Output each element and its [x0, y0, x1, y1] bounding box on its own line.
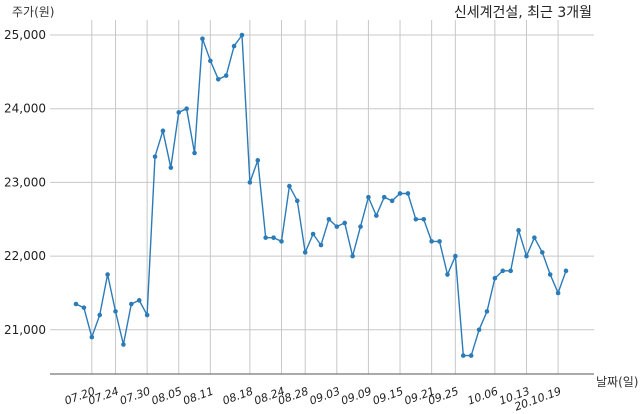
data-point — [263, 235, 268, 240]
data-point — [453, 253, 458, 259]
data-point — [326, 216, 332, 222]
x-tick-label: 09.03 — [308, 385, 342, 408]
grid-layer — [50, 20, 594, 374]
y-axis-label: 주가(원) — [12, 5, 54, 19]
chart-title: 신세계건설, 최근 3개월 — [454, 5, 592, 21]
x-tick-label: 08.05 — [150, 385, 184, 408]
data-point — [342, 220, 348, 226]
data-point — [429, 239, 434, 244]
data-point — [136, 298, 142, 303]
data-point — [81, 305, 87, 310]
data-point — [129, 301, 134, 307]
x-tick-label: 10.06 — [466, 385, 500, 408]
data-point — [176, 110, 182, 115]
data-point — [310, 231, 316, 237]
data-point — [358, 224, 363, 229]
data-point — [468, 353, 474, 358]
x-tick-label: 07.30 — [118, 385, 152, 408]
data-point — [302, 250, 308, 255]
data-point — [255, 158, 261, 163]
data-point — [287, 183, 292, 189]
data-point — [279, 239, 284, 244]
data-point — [271, 235, 276, 240]
x-axis-label: 날짜(일) — [596, 375, 638, 389]
data-point — [445, 272, 450, 277]
data-point — [460, 353, 466, 358]
data-point — [508, 268, 513, 274]
data-point — [239, 32, 245, 38]
x-tick-label: 09.15 — [371, 385, 405, 408]
data-point — [318, 242, 324, 248]
data-point — [152, 154, 158, 159]
y-tick-label: 21,000 — [4, 323, 46, 337]
data-point — [555, 290, 561, 296]
y-tick-label: 22,000 — [4, 249, 46, 263]
y-tick-label: 24,000 — [4, 102, 46, 116]
data-point — [366, 194, 371, 200]
data-point — [421, 216, 427, 222]
data-point — [397, 191, 403, 196]
y-tick-label: 23,000 — [4, 175, 46, 189]
data-point — [247, 180, 253, 185]
data-point — [168, 165, 174, 170]
data-point — [413, 216, 419, 222]
data-point — [500, 268, 506, 274]
data-point — [516, 228, 521, 233]
data-point — [563, 268, 569, 274]
data-point — [223, 73, 229, 78]
data-point — [437, 239, 442, 244]
data-point — [539, 250, 545, 255]
data-point — [547, 272, 553, 277]
data-point — [389, 198, 395, 204]
data-point — [208, 58, 213, 64]
x-tick-label: 09.09 — [339, 385, 373, 408]
data-point — [405, 191, 411, 196]
x-tick-label: 08.18 — [221, 385, 255, 408]
data-point — [215, 76, 221, 82]
data-point — [160, 128, 166, 134]
data-point — [73, 301, 79, 307]
data-point — [105, 272, 110, 277]
data-point — [97, 312, 103, 318]
y-tick-labels: 21,000 22,000 23,000 24,000 25,000 — [4, 28, 46, 337]
data-point — [200, 36, 205, 42]
price-series-line — [75, 33, 567, 357]
data-point — [113, 309, 118, 314]
data-point — [294, 198, 300, 204]
data-point — [476, 327, 482, 333]
data-point — [381, 194, 387, 200]
data-point — [231, 43, 237, 49]
data-point — [144, 312, 150, 318]
data-point — [89, 334, 95, 340]
data-point — [184, 106, 189, 112]
data-point — [334, 224, 340, 229]
data-point — [350, 253, 355, 259]
data-point — [484, 309, 490, 314]
data-point — [492, 275, 498, 281]
price-points — [73, 32, 569, 358]
y-tick-label: 25,000 — [4, 28, 46, 42]
data-point — [192, 150, 197, 156]
x-tick-label: 08.11 — [181, 385, 215, 408]
data-point — [374, 213, 379, 218]
data-point — [121, 342, 126, 347]
data-point — [532, 235, 537, 240]
data-point — [524, 253, 529, 259]
